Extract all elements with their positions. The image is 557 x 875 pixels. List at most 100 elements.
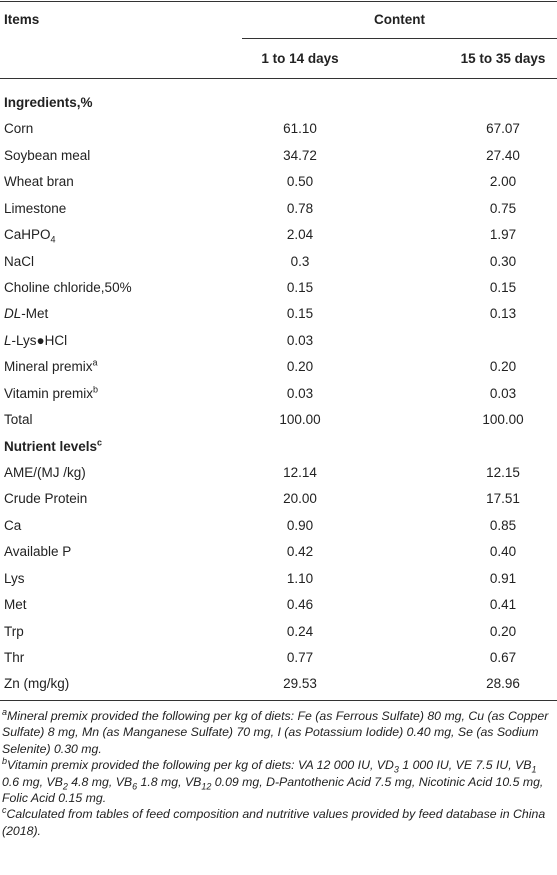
text: Ingredients,% (4, 95, 93, 110)
cell-value: 0.20 (489, 623, 517, 639)
cell-value: 61.10 (283, 121, 317, 137)
row-label: Thr (4, 649, 24, 667)
text: Mineral premix (4, 359, 93, 375)
subscript: 6 (132, 781, 138, 792)
text: Zn (mg/kg) (4, 676, 70, 692)
cell-value: 0.85 (489, 517, 517, 533)
italic: DL (4, 306, 22, 322)
text: Wheat bran (4, 174, 74, 190)
row-label: DL-Met (4, 305, 48, 323)
text: Available P (4, 544, 72, 560)
cell-value: 1.97 (489, 227, 517, 243)
cell-value: 0.40 (489, 544, 517, 560)
cell-value: 1.10 (286, 570, 314, 586)
text: -Lys●HCl (11, 332, 68, 348)
cell-value: 0.20 (489, 359, 517, 375)
text: Trp (4, 623, 24, 639)
row-label: Mineral premixa (4, 358, 98, 376)
row-label: Met (4, 596, 27, 614)
cell-value: 12.15 (486, 465, 520, 481)
cell-value: 0.75 (489, 200, 517, 216)
cell-value: 20.00 (283, 491, 317, 507)
row-label: Wheat bran (4, 173, 74, 191)
header-col: 15 to 35 days (460, 51, 546, 66)
text: Calculated from tables of feed compositi… (2, 807, 546, 838)
text: Choline chloride,50% (4, 280, 132, 295)
text: Met (4, 597, 27, 613)
row-label: NaCl (4, 253, 34, 271)
footnotes: aMineral premix provided the following p… (2, 707, 554, 839)
cell-value: 0.15 (286, 306, 314, 322)
cell-value: 0.77 (286, 650, 314, 666)
cell-value: 2.04 (286, 227, 314, 243)
cell-value: 0.78 (286, 200, 314, 216)
text: Nutrient levels (4, 438, 98, 454)
cell-value: 2.00 (489, 174, 517, 190)
cell-value: 0.41 (489, 597, 517, 613)
row-label: Available P (4, 543, 71, 561)
row-label: Zn (mg/kg) (4, 675, 69, 693)
cell-value: 0.91 (489, 570, 517, 586)
row-label: Ca (4, 517, 21, 535)
cell-value: 0.20 (286, 359, 314, 375)
cell-value: 0.03 (286, 332, 314, 348)
footnote: aMineral premix provided the following p… (2, 707, 554, 757)
cell-value: 100.00 (482, 412, 524, 428)
cell-value: 34.72 (283, 147, 317, 163)
subscript: 4 (50, 234, 56, 245)
text: -Met (21, 306, 49, 322)
cell-value: 28.96 (486, 676, 520, 692)
row-label: Soybean meal (4, 147, 90, 165)
superscript: a (92, 357, 98, 368)
rule (0, 78, 557, 79)
rule (0, 700, 557, 701)
rule (242, 38, 557, 39)
text: Vitamin premix provided the following pe… (7, 758, 394, 773)
subscript: 3 (393, 764, 399, 775)
subscript: 1 (531, 764, 537, 775)
cell-value: 0.15 (489, 280, 517, 295)
cell-value: 0.50 (286, 174, 314, 190)
cell-value: 0.67 (489, 650, 517, 666)
rule (0, 1, 557, 2)
row-label: Vitamin premixb (4, 385, 98, 403)
cell-value: 27.40 (486, 147, 520, 163)
text: Ca (4, 517, 22, 533)
section-title: Nutrient levelsc (4, 438, 102, 456)
header-items: Items (4, 12, 40, 27)
text: Vitamin premix (4, 385, 94, 401)
cell-value: 0.24 (286, 623, 314, 639)
superscript: c (2, 805, 7, 816)
cell-value: 0.46 (286, 597, 314, 613)
cell-value: 0.15 (286, 280, 314, 295)
cell-value: 67.07 (486, 121, 520, 137)
cell-value: 17.51 (486, 491, 520, 507)
cell-value: 0.90 (286, 517, 314, 533)
text: 0.6 mg, VB (2, 774, 63, 789)
header-content: Content (374, 12, 425, 27)
footnote: cCalculated from tables of feed composit… (2, 806, 554, 839)
text: 1.8 mg, VB (137, 774, 202, 789)
text: 0.09 mg, D-Pantothenic Acid 7.5 mg, Nico… (2, 774, 544, 806)
text: NaCl (4, 253, 35, 269)
cell-value: 0.30 (489, 253, 517, 269)
cell-value: 0.13 (489, 306, 517, 322)
text: 4.8 mg, VB (67, 774, 133, 789)
text: Total (4, 412, 33, 428)
text: Limestone (4, 200, 67, 216)
text: CaHPO (4, 227, 51, 243)
row-label: Lys (4, 570, 25, 588)
row-label: L-Lys●HCl (4, 332, 67, 350)
cell-value: 12.14 (283, 465, 317, 481)
row-label: Corn (4, 120, 33, 138)
row-label: Trp (4, 623, 24, 641)
cell-value: 0.3 (290, 253, 310, 269)
text: 1 000 IU, VE 7.5 IU, VB (398, 758, 532, 773)
superscript: b (2, 756, 8, 767)
superscript: b (93, 384, 99, 395)
header-col: 1 to 14 days (261, 51, 339, 66)
italic: L (4, 332, 12, 348)
row-label: Choline chloride,50% (4, 279, 132, 297)
row-label: Limestone (4, 200, 66, 218)
